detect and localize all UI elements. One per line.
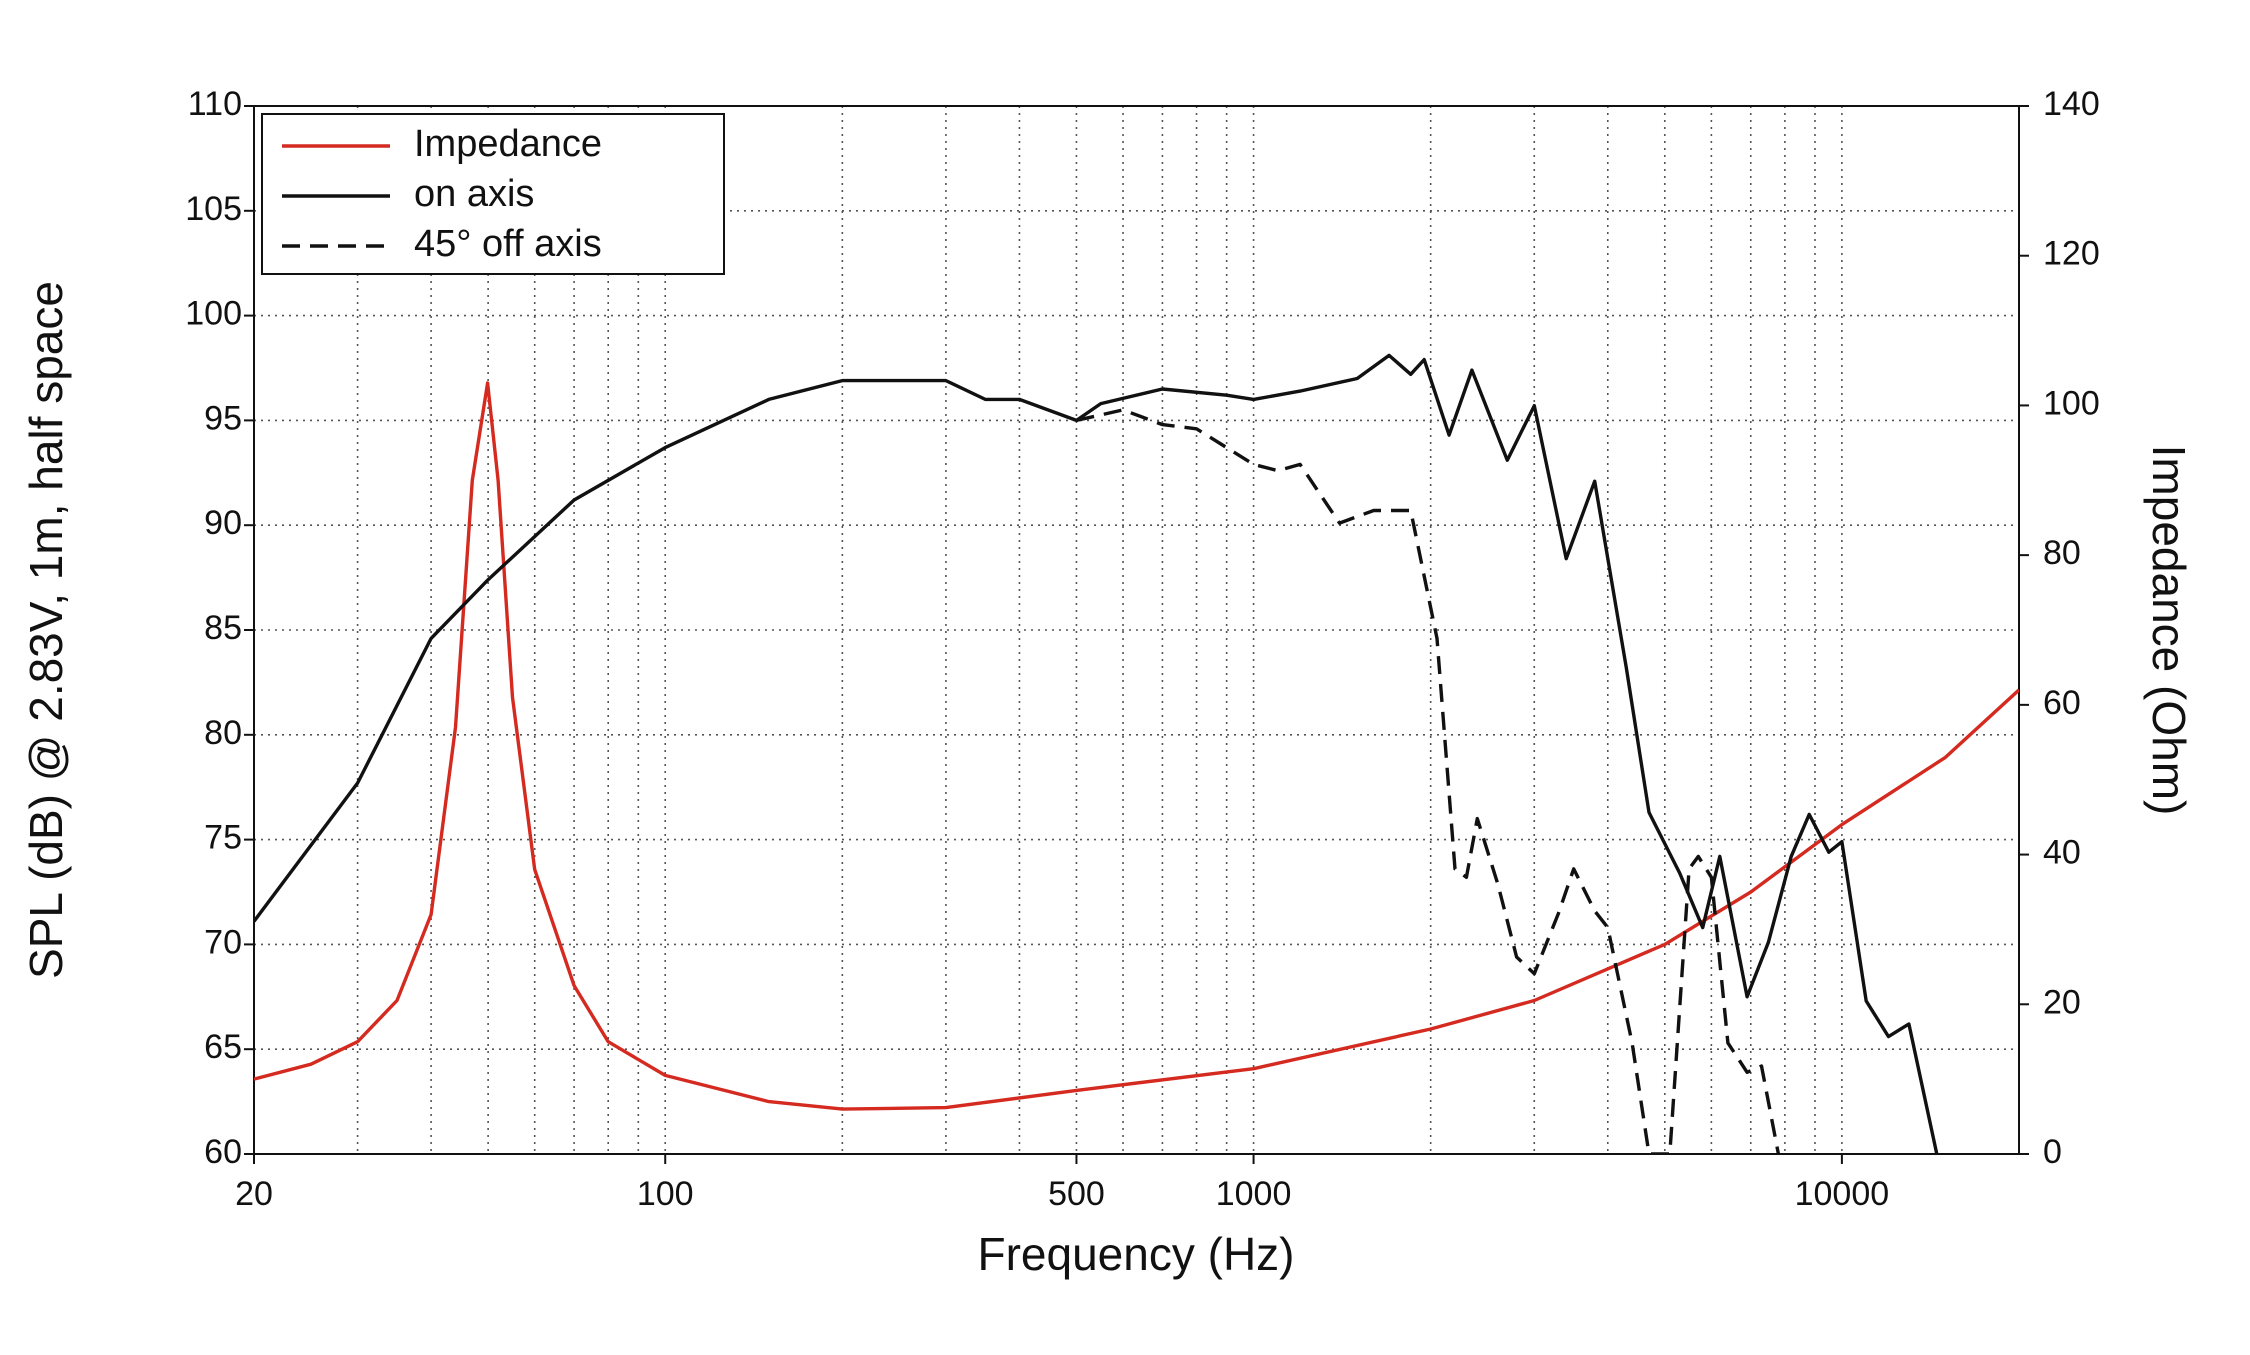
legend-label: on axis — [414, 173, 534, 215]
series-line — [254, 381, 2019, 1111]
series-line — [254, 353, 1939, 1154]
y-axis-title: SPL (dB) @ 2.83V, 1m, half space — [20, 281, 72, 979]
y-tick-label: 75 — [204, 819, 242, 857]
y2-axis-title: Impedance (Ohm) — [2143, 445, 2195, 816]
y-tick-label: 90 — [204, 504, 242, 542]
y2-tick-label: 80 — [2043, 534, 2081, 572]
y2-tick-label: 20 — [2043, 983, 2081, 1021]
y-tick-label: 80 — [204, 714, 242, 752]
y-tick-label: 110 — [188, 85, 242, 123]
y2-tick-label: 60 — [2043, 684, 2081, 722]
x-tick-label: 10000 — [1795, 1175, 1890, 1213]
y-tick-label: 95 — [204, 399, 242, 437]
y2-tick-label: 100 — [2043, 384, 2100, 422]
x-axis-title: Frequency (Hz) — [978, 1228, 1295, 1280]
series-line — [1076, 408, 1781, 1154]
x-tick-label: 20 — [235, 1175, 273, 1213]
y2-tick-label: 140 — [2043, 85, 2100, 123]
y2-tick-label: 120 — [2043, 235, 2100, 273]
legend-label: Impedance — [414, 123, 602, 165]
x-tick-label: 1000 — [1216, 1175, 1292, 1213]
x-tick-label: 500 — [1048, 1175, 1105, 1213]
legend-label: 45° off axis — [414, 223, 602, 265]
x-tick-label: 100 — [637, 1175, 694, 1213]
y2-tick-label: 0 — [2043, 1133, 2062, 1171]
y-tick-label: 60 — [204, 1133, 242, 1171]
y-tick-label: 85 — [204, 609, 242, 647]
y-tick-label: 100 — [185, 295, 242, 333]
y-tick-label: 65 — [204, 1028, 242, 1066]
y-tick-label: 70 — [204, 923, 242, 961]
y-tick-label: 105 — [185, 190, 242, 228]
y2-tick-label: 40 — [2043, 834, 2081, 872]
plot-frame — [253, 105, 2020, 1155]
